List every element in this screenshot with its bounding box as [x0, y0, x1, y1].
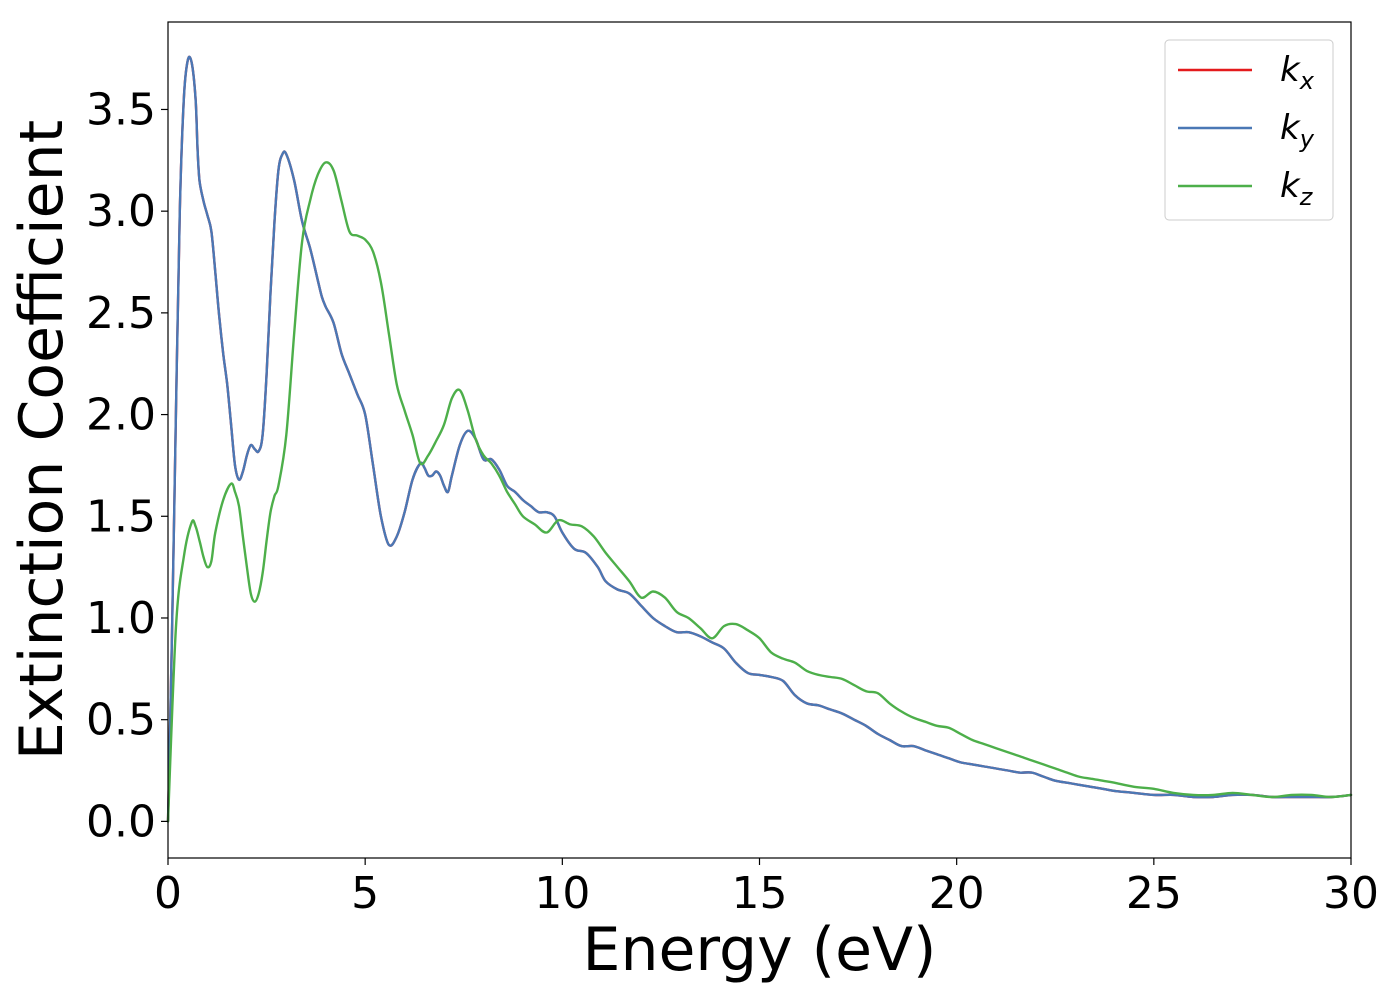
y-axis-title: Extinction Coefficient — [7, 120, 77, 760]
legend-box — [1164, 39, 1334, 221]
y-tick-label: 1.5 — [86, 491, 156, 542]
ticks-layer: 0 5 10 15 20 25 30 0.0 0.5 1.0 1.5 2.0 2.5 3.0 3.5 — [86, 84, 1379, 919]
y-tick-label: 0.5 — [86, 695, 156, 746]
x-tick-label: 30 — [1323, 868, 1379, 919]
x-tick-label: 15 — [732, 868, 788, 919]
legend-items: kx ky kz — [1178, 50, 1315, 211]
y-tick-label: 2.0 — [86, 390, 156, 441]
plot-frame — [167, 21, 1352, 859]
x-axis-title: Energy (eV) — [583, 915, 937, 985]
y-tick-label: 2.5 — [86, 288, 156, 339]
series-line-y — [166, 55, 1353, 823]
x-tick-label: 5 — [351, 868, 379, 919]
legend-label-z: kz — [1280, 166, 1314, 211]
legend-label-y: ky — [1280, 108, 1315, 153]
legend-label-x: kx — [1280, 50, 1315, 95]
y-tick-label: 3.0 — [86, 186, 156, 237]
y-tick-label: 1.0 — [86, 593, 156, 644]
legend: kx ky kz — [1164, 39, 1334, 221]
x-tick-label: 20 — [929, 868, 985, 919]
series-line-z — [166, 161, 1353, 823]
x-tick-label: 0 — [154, 868, 182, 919]
x-tick-label: 25 — [1126, 868, 1182, 919]
series-layer — [166, 55, 1353, 823]
y-tick-label: 3.5 — [86, 84, 156, 135]
x-tick-label: 10 — [534, 868, 590, 919]
y-tick-label: 0.0 — [86, 796, 156, 847]
